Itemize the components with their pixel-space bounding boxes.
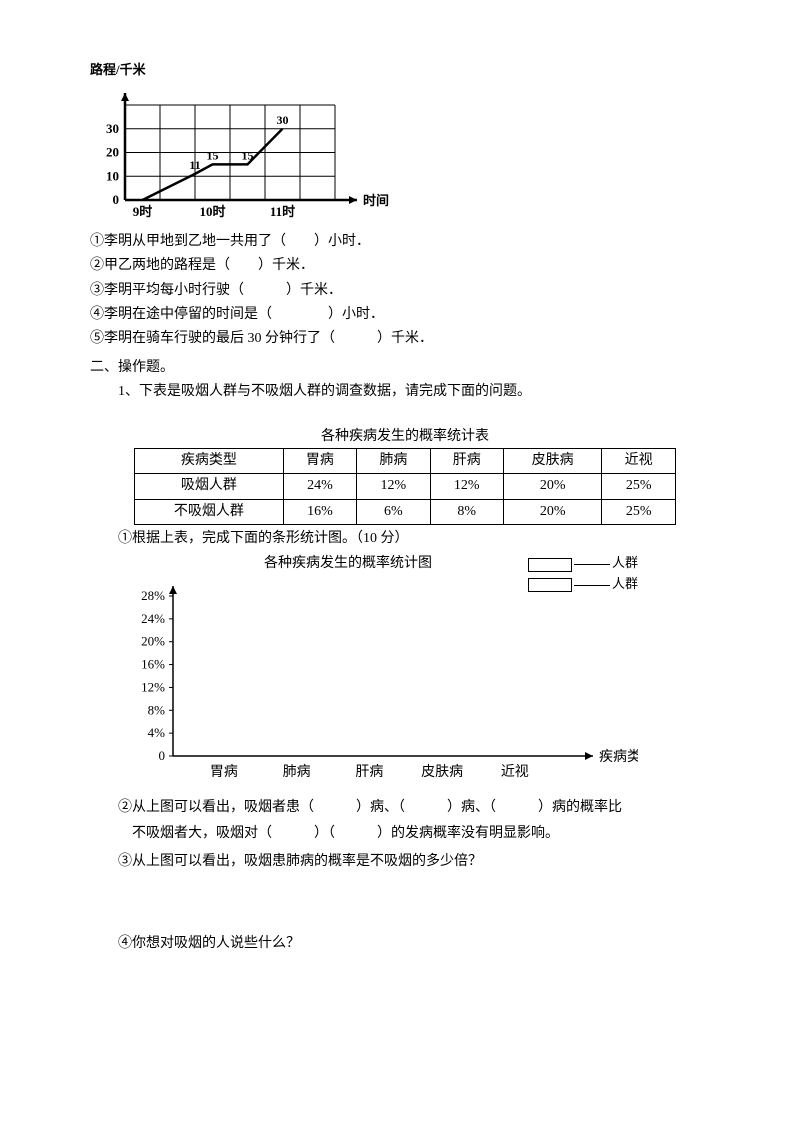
sub-question-4: ④你想对吸烟的人说些什么？ [90, 933, 720, 955]
legend-box-1 [528, 558, 572, 572]
question-1-3: ③李明平均每小时行驶（ ）千米． [90, 280, 720, 302]
table-header-cell: 肝病 [430, 448, 503, 473]
svg-text:24%: 24% [141, 611, 165, 626]
section-2-intro: 1、下表是吸烟人群与不吸烟人群的调查数据，请完成下面的问题。 [90, 381, 720, 403]
section-2-title: 二、操作题。 [90, 357, 720, 379]
svg-text:30: 30 [106, 121, 119, 136]
table-cell: 8% [430, 499, 503, 524]
svg-text:0: 0 [113, 192, 120, 207]
svg-text:16%: 16% [141, 656, 165, 671]
svg-text:9时: 9时 [133, 204, 153, 219]
probability-table: 疾病类型 胃病 肺病 肝病 皮肤病 近视 吸烟人群 24% 12% 12% 20… [134, 448, 676, 525]
sub-question-1: ①根据上表，完成下面的条形统计图。（10 分） [90, 528, 720, 550]
svg-text:皮肤病: 皮肤病 [421, 764, 463, 780]
question-1-2: ②甲乙两地的路程是（ ）千米． [90, 255, 720, 277]
svg-text:肺病: 肺病 [283, 764, 311, 780]
svg-text:10: 10 [106, 168, 119, 183]
line-chart: 0 10 20 30 9时 10时 11时 时间 11 15 15 30 [90, 85, 720, 225]
sub-question-2a: ②从上图可以看出，吸烟者患（ ）病、（ ）病、（ ）病的概率比 [90, 797, 720, 819]
table-header-cell: 疾病类型 [135, 448, 284, 473]
svg-text:时间: 时间 [363, 193, 389, 208]
table-cell: 不吸烟人群 [135, 499, 284, 524]
svg-text:4%: 4% [148, 725, 166, 740]
svg-text:近视: 近视 [501, 764, 529, 780]
table-cell: 25% [602, 474, 675, 499]
svg-text:30: 30 [277, 113, 289, 127]
table-header-cell: 胃病 [283, 448, 356, 473]
table-header-row: 疾病类型 胃病 肺病 肝病 皮肤病 近视 [135, 448, 676, 473]
table-cell: 25% [602, 499, 675, 524]
probability-table-title: 各种疾病发生的概率统计表 [90, 426, 720, 448]
sub-question-3: ③从上图可以看出，吸烟患肺病的概率是不吸烟的多少倍？ [90, 851, 720, 873]
svg-text:12%: 12% [141, 679, 165, 694]
table-cell: 12% [357, 474, 430, 499]
table-cell: 吸烟人群 [135, 474, 284, 499]
svg-text:8%: 8% [148, 702, 166, 717]
legend-box-2 [528, 578, 572, 592]
bar-chart: 28% 24% 20% 16% 12% 8% 4% 0 胃病 肺病 肝病 皮肤病 近视 疾病类型 [118, 576, 638, 786]
bar-chart-container: 各种疾病发生的概率统计图 人群 人群 28%24%20%16%12%8%4%0胃… [118, 553, 638, 794]
question-1-1: ①李明从甲地到乙地一共用了（ ）小时． [90, 231, 720, 253]
svg-text:疾病类型: 疾病类型 [599, 749, 638, 765]
table-header-cell: 近视 [602, 448, 675, 473]
table-cell: 24% [283, 474, 356, 499]
y-axis-title: 路程/千米 [90, 60, 720, 81]
svg-text:20: 20 [106, 144, 119, 159]
svg-text:11时: 11时 [270, 204, 295, 219]
table-cell: 20% [503, 474, 601, 499]
table-cell: 20% [503, 499, 601, 524]
table-row-nonsmoker: 不吸烟人群 16% 6% 8% 20% 25% [135, 499, 676, 524]
table-cell: 6% [357, 499, 430, 524]
table-cell: 16% [283, 499, 356, 524]
question-1-5: ⑤李明在骑车行驶的最后 30 分钟行了（ ）千米． [90, 328, 720, 350]
bar-chart-legend: 人群 人群 [528, 553, 638, 595]
svg-text:15: 15 [242, 148, 254, 162]
legend-label-2: 人群 [612, 576, 638, 591]
svg-text:11: 11 [189, 158, 200, 172]
svg-text:0: 0 [159, 748, 166, 763]
svg-text:20%: 20% [141, 634, 165, 649]
table-header-cell: 皮肤病 [503, 448, 601, 473]
table-header-cell: 肺病 [357, 448, 430, 473]
svg-text:胃病: 胃病 [210, 764, 238, 780]
svg-text:15: 15 [207, 148, 219, 162]
svg-text:28%: 28% [141, 588, 165, 603]
sub-question-2b: 不吸烟者大，吸烟对（ ）（ ）的发病概率没有明显影响。 [90, 823, 720, 845]
table-cell: 12% [430, 474, 503, 499]
svg-text:10时: 10时 [199, 204, 225, 219]
table-row-smoker: 吸烟人群 24% 12% 12% 20% 25% [135, 474, 676, 499]
svg-text:肝病: 肝病 [355, 764, 383, 780]
legend-label-1: 人群 [612, 555, 638, 570]
question-1-4: ④李明在途中停留的时间是（ ）小时． [90, 304, 720, 326]
